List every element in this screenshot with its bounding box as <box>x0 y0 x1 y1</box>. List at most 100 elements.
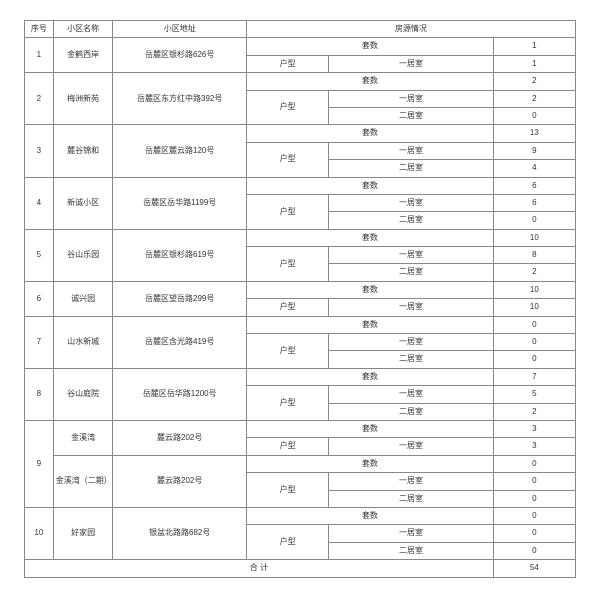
value-one: 3 <box>493 438 575 455</box>
label-two: 二居室 <box>329 490 493 507</box>
label-taoshu: 套数 <box>247 368 494 385</box>
cell-name: 梅洲新苑 <box>53 73 113 125</box>
label-huxing: 户型 <box>247 473 329 508</box>
value-taoshu: 10 <box>493 281 575 298</box>
value-one: 6 <box>493 194 575 211</box>
header-info: 房源情况 <box>247 21 576 38</box>
label-two: 二居室 <box>329 107 493 124</box>
cell-name: 谷山乐园 <box>53 229 113 281</box>
label-one: 一居室 <box>329 142 493 159</box>
table-row: 3麓谷锦和岳麓区麓云路120号套数13 <box>25 125 576 142</box>
label-taoshu: 套数 <box>247 316 494 333</box>
value-one: 0 <box>493 334 575 351</box>
cell-addr: 岳麓区含光路419号 <box>113 316 247 368</box>
cell-addr: 麓云路202号 <box>113 455 247 507</box>
table-row: 8谷山庭院岳麓区岳华路1200号套数7 <box>25 368 576 385</box>
table-body: 1金鹤西岸岳麓区银杉路626号套数1户型一居室12梅洲新苑岳麓区东方红中路392… <box>25 38 576 577</box>
label-one: 一居室 <box>329 194 493 211</box>
cell-name: 新诚小区 <box>53 177 113 229</box>
value-total: 54 <box>493 560 575 577</box>
value-two: 0 <box>493 107 575 124</box>
cell-seq: 10 <box>25 507 54 559</box>
label-huxing: 户型 <box>247 525 329 560</box>
cell-addr: 岳麓区望岳路299号 <box>113 281 247 316</box>
total-row: 合 计54 <box>25 560 576 577</box>
table-row: 10好家园银盆北路路682号套数0 <box>25 507 576 524</box>
label-huxing: 户型 <box>247 90 329 125</box>
cell-seq: 7 <box>25 316 54 368</box>
label-one: 一居室 <box>329 386 493 403</box>
cell-seq: 5 <box>25 229 54 281</box>
cell-seq: 4 <box>25 177 54 229</box>
label-taoshu: 套数 <box>247 177 494 194</box>
label-huxing: 户型 <box>247 55 329 72</box>
label-one: 一居室 <box>329 525 493 542</box>
table-row: 4新诚小区岳麓区岳华路1199号套数6 <box>25 177 576 194</box>
cell-addr: 岳麓区东方红中路392号 <box>113 73 247 125</box>
label-taoshu: 套数 <box>247 125 494 142</box>
label-two: 二居室 <box>329 351 493 368</box>
value-taoshu: 0 <box>493 455 575 472</box>
label-one: 一居室 <box>329 473 493 490</box>
label-two: 二居室 <box>329 542 493 559</box>
value-taoshu: 2 <box>493 73 575 90</box>
table-row: 金溪湾（二期）麓云路202号套数0 <box>25 455 576 472</box>
value-two: 0 <box>493 212 575 229</box>
cell-name: 金鹤西岸 <box>53 38 113 73</box>
value-one: 1 <box>493 55 575 72</box>
label-taoshu: 套数 <box>247 281 494 298</box>
housing-table: 序号 小区名称 小区地址 房源情况 1金鹤西岸岳麓区银杉路626号套数1户型一居… <box>24 20 576 578</box>
value-taoshu: 0 <box>493 316 575 333</box>
label-one: 一居室 <box>329 247 493 264</box>
value-taoshu: 13 <box>493 125 575 142</box>
label-taoshu: 套数 <box>247 73 494 90</box>
label-two: 二居室 <box>329 403 493 420</box>
label-huxing: 户型 <box>247 438 329 455</box>
cell-name: 谷山庭院 <box>53 368 113 420</box>
label-taoshu: 套数 <box>247 507 494 524</box>
cell-name: 好家园 <box>53 507 113 559</box>
cell-name: 麓谷锦和 <box>53 125 113 177</box>
cell-name: 山水新城 <box>53 316 113 368</box>
label-huxing: 户型 <box>247 334 329 369</box>
cell-seq: 3 <box>25 125 54 177</box>
label-one: 一居室 <box>329 90 493 107</box>
header-addr: 小区地址 <box>113 21 247 38</box>
value-two: 0 <box>493 351 575 368</box>
cell-seq: 9 <box>25 420 54 507</box>
cell-seq: 1 <box>25 38 54 73</box>
cell-addr: 岳麓区麓云路120号 <box>113 125 247 177</box>
cell-addr: 银盆北路路682号 <box>113 507 247 559</box>
cell-addr: 麓云路202号 <box>113 420 247 455</box>
label-one: 一居室 <box>329 334 493 351</box>
cell-addr: 岳麓区银杉路626号 <box>113 38 247 73</box>
label-huxing: 户型 <box>247 299 329 316</box>
cell-seq: 8 <box>25 368 54 420</box>
cell-addr: 岳麓区岳华路1200号 <box>113 368 247 420</box>
value-one: 8 <box>493 247 575 264</box>
label-two: 二居室 <box>329 264 493 281</box>
cell-addr: 岳麓区银杉路619号 <box>113 229 247 281</box>
value-one: 9 <box>493 142 575 159</box>
label-taoshu: 套数 <box>247 420 494 437</box>
table-row: 5谷山乐园岳麓区银杉路619号套数10 <box>25 229 576 246</box>
cell-seq: 6 <box>25 281 54 316</box>
label-taoshu: 套数 <box>247 229 494 246</box>
header-seq: 序号 <box>25 21 54 38</box>
value-one: 5 <box>493 386 575 403</box>
label-huxing: 户型 <box>247 142 329 177</box>
label-one: 一居室 <box>329 55 493 72</box>
label-huxing: 户型 <box>247 194 329 229</box>
label-total: 合 计 <box>25 560 494 577</box>
value-taoshu: 1 <box>493 38 575 55</box>
label-two: 二居室 <box>329 212 493 229</box>
cell-name: 诚兴园 <box>53 281 113 316</box>
header-name: 小区名称 <box>53 21 113 38</box>
value-taoshu: 10 <box>493 229 575 246</box>
value-one: 0 <box>493 473 575 490</box>
value-one: 10 <box>493 299 575 316</box>
value-one: 2 <box>493 90 575 107</box>
table-row: 1金鹤西岸岳麓区银杉路626号套数1 <box>25 38 576 55</box>
label-one: 一居室 <box>329 438 493 455</box>
cell-name: 金溪湾 <box>53 420 113 455</box>
